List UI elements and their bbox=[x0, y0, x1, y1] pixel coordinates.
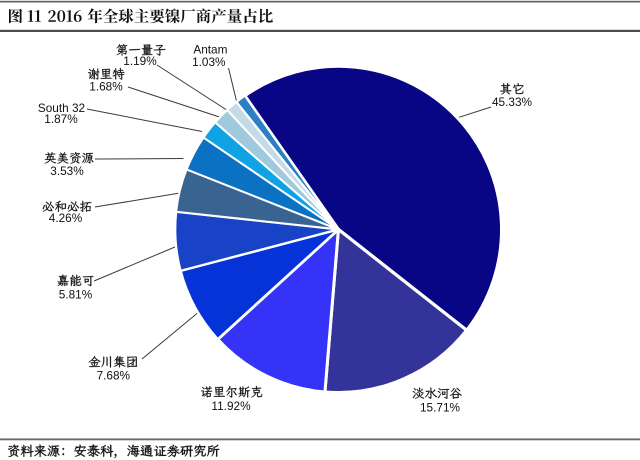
svg-text:1.03%: 1.03% bbox=[192, 55, 226, 69]
svg-text:11.92%: 11.92% bbox=[211, 399, 251, 413]
svg-text:3.53%: 3.53% bbox=[50, 164, 84, 178]
svg-text:South 32: South 32 bbox=[38, 101, 85, 115]
svg-text:15.71%: 15.71% bbox=[420, 400, 461, 414]
svg-text:1.19%: 1.19% bbox=[123, 54, 157, 68]
svg-text:Antam: Antam bbox=[193, 43, 227, 57]
svg-text:1.87%: 1.87% bbox=[44, 112, 78, 126]
svg-text:1.68%: 1.68% bbox=[89, 79, 123, 93]
svg-text:7.68%: 7.68% bbox=[97, 369, 131, 383]
svg-text:4.26%: 4.26% bbox=[49, 211, 83, 225]
svg-text:45.33%: 45.33% bbox=[492, 95, 533, 109]
svg-text:5.81%: 5.81% bbox=[59, 287, 93, 301]
